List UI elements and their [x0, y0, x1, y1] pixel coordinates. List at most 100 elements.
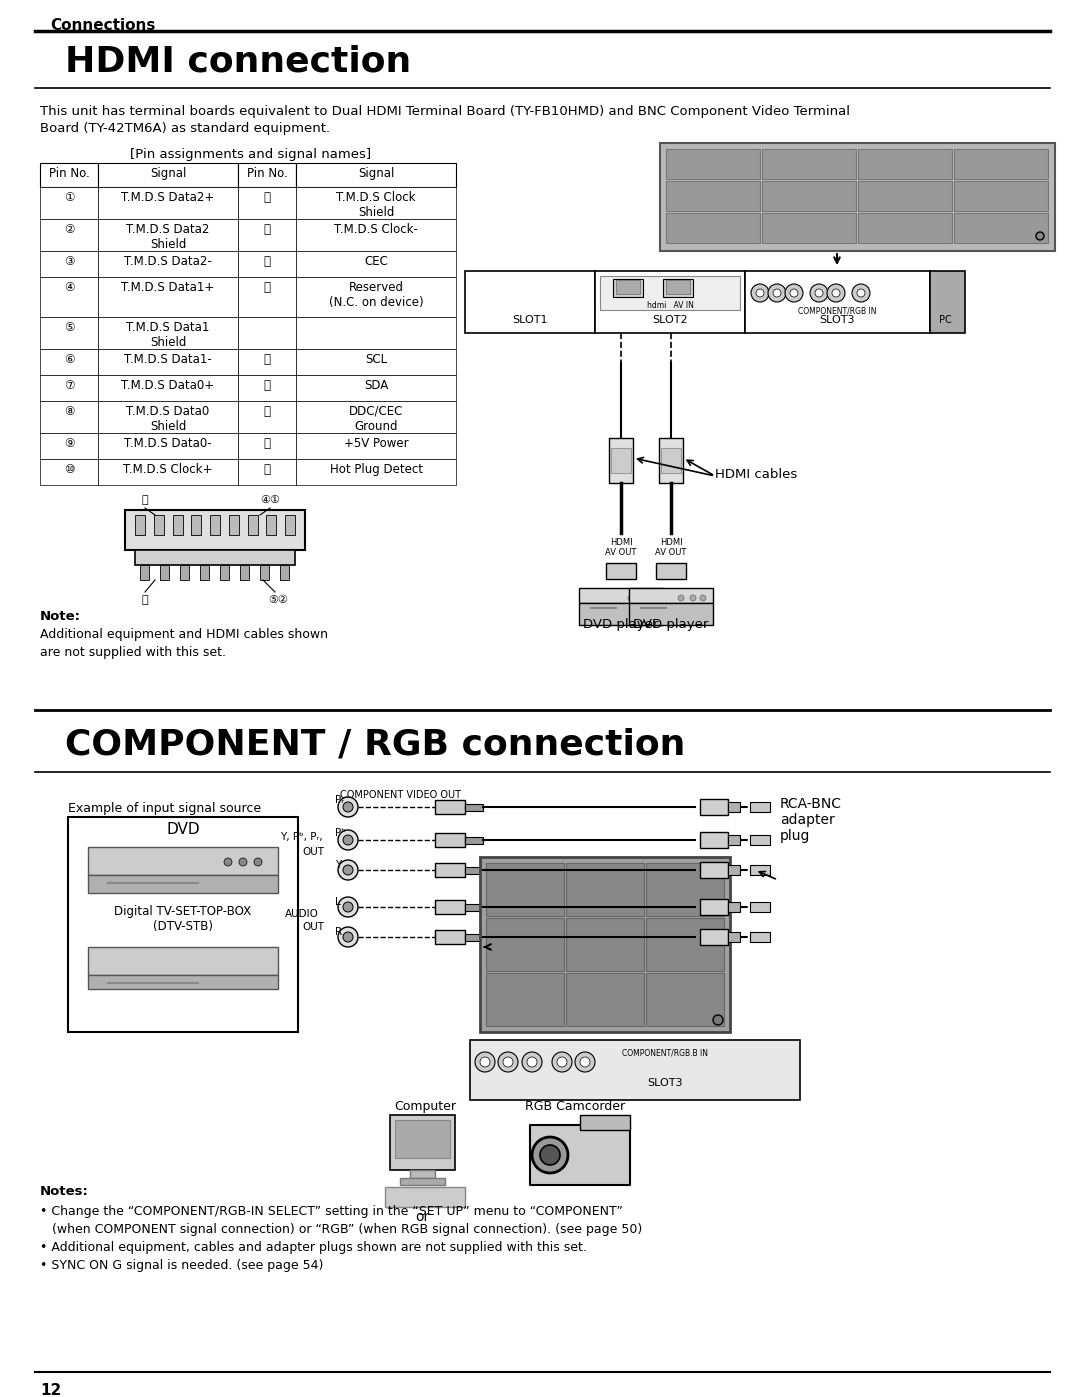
Bar: [750, 802, 770, 812]
Bar: [40, 349, 98, 374]
Bar: [173, 515, 183, 535]
Text: T.M.D.S Clock+: T.M.D.S Clock+: [123, 462, 213, 476]
Bar: [240, 564, 249, 580]
Text: • Additional equipment, cables and adapter plugs shown are not supplied with thi: • Additional equipment, cables and adapt…: [40, 1241, 586, 1255]
Text: Signal: Signal: [150, 168, 186, 180]
Bar: [728, 902, 740, 912]
Circle shape: [498, 1052, 518, 1071]
Text: RCA-BNC
adapter
plug: RCA-BNC adapter plug: [780, 798, 842, 844]
Bar: [579, 604, 663, 624]
Bar: [296, 277, 456, 317]
Text: AUDIO: AUDIO: [285, 909, 319, 919]
Text: SLOT3: SLOT3: [647, 1078, 683, 1088]
Bar: [98, 460, 238, 485]
Bar: [98, 219, 238, 251]
Bar: [40, 219, 98, 251]
Bar: [98, 401, 238, 433]
Bar: [98, 251, 238, 277]
Text: Pᵇ: Pᵇ: [335, 828, 346, 838]
Bar: [660, 142, 1055, 251]
Bar: [280, 564, 289, 580]
Text: Connections: Connections: [50, 18, 156, 34]
Circle shape: [552, 1052, 572, 1071]
Text: PC: PC: [940, 314, 951, 326]
Text: ⑱: ⑱: [141, 595, 148, 605]
Bar: [728, 835, 740, 845]
Text: ⑩: ⑩: [64, 462, 75, 476]
Bar: [125, 510, 305, 550]
Bar: [435, 930, 465, 944]
Bar: [40, 251, 98, 277]
Text: COMPONENT/RGB.B IN: COMPONENT/RGB.B IN: [622, 1048, 708, 1058]
Text: HDMI
AV OUT: HDMI AV OUT: [656, 538, 687, 557]
Text: DDC/CEC
Ground: DDC/CEC Ground: [349, 405, 403, 433]
Bar: [40, 433, 98, 460]
Bar: [750, 835, 770, 845]
Text: ⑪: ⑪: [264, 191, 270, 204]
Circle shape: [343, 932, 353, 942]
Text: HDMI
AV OUT: HDMI AV OUT: [605, 538, 637, 557]
Text: Note:: Note:: [40, 610, 81, 623]
Text: T.M.D.S Clock
Shield: T.M.D.S Clock Shield: [336, 191, 416, 219]
Bar: [384, 1187, 465, 1207]
Bar: [930, 271, 966, 332]
Circle shape: [690, 595, 696, 601]
Circle shape: [832, 289, 840, 298]
Text: ⑲: ⑲: [264, 462, 270, 476]
Circle shape: [540, 1146, 561, 1165]
Bar: [663, 279, 693, 298]
Bar: [858, 182, 951, 211]
Text: ③: ③: [64, 256, 75, 268]
Bar: [762, 149, 856, 179]
Text: Pin No.: Pin No.: [49, 168, 90, 180]
Circle shape: [768, 284, 786, 302]
Bar: [728, 865, 740, 875]
Circle shape: [773, 289, 781, 298]
Bar: [40, 317, 98, 349]
Bar: [659, 439, 683, 483]
Circle shape: [852, 284, 870, 302]
Text: T.M.D.S Data2-: T.M.D.S Data2-: [124, 256, 212, 268]
Bar: [98, 349, 238, 374]
Bar: [238, 374, 296, 401]
Circle shape: [827, 284, 845, 302]
Bar: [606, 563, 636, 578]
Bar: [858, 212, 951, 243]
Text: SCL: SCL: [365, 353, 387, 366]
Bar: [629, 588, 713, 604]
Text: ⑭: ⑭: [264, 281, 270, 293]
Text: ⑲: ⑲: [141, 495, 148, 504]
Circle shape: [338, 798, 357, 817]
Bar: [465, 837, 483, 844]
Circle shape: [480, 1058, 490, 1067]
Bar: [40, 401, 98, 433]
Bar: [238, 277, 296, 317]
Bar: [296, 251, 456, 277]
Text: ⑨: ⑨: [64, 437, 75, 450]
Text: SLOT2: SLOT2: [652, 314, 688, 326]
Circle shape: [810, 284, 828, 302]
Text: Y, Pᵇ, Pᵣ,: Y, Pᵇ, Pᵣ,: [280, 833, 323, 842]
Bar: [238, 251, 296, 277]
Bar: [296, 401, 456, 433]
Text: R: R: [335, 928, 342, 937]
Bar: [609, 439, 633, 483]
Bar: [613, 279, 643, 298]
Text: DVD player: DVD player: [583, 617, 659, 631]
Circle shape: [1036, 232, 1044, 240]
Bar: [400, 1178, 445, 1185]
Bar: [238, 317, 296, 349]
Bar: [140, 564, 149, 580]
Bar: [530, 1125, 630, 1185]
Text: RGB Camcorder: RGB Camcorder: [525, 1099, 625, 1113]
Bar: [700, 799, 728, 814]
Text: 12: 12: [40, 1383, 62, 1397]
Bar: [745, 271, 930, 332]
Text: ②: ②: [64, 224, 75, 236]
Text: T.M.D.S Data0+: T.M.D.S Data0+: [121, 379, 215, 393]
Bar: [135, 515, 145, 535]
Text: ⑤: ⑤: [64, 321, 75, 334]
Circle shape: [557, 1058, 567, 1067]
Bar: [646, 863, 724, 916]
Text: CEC: CEC: [364, 256, 388, 268]
